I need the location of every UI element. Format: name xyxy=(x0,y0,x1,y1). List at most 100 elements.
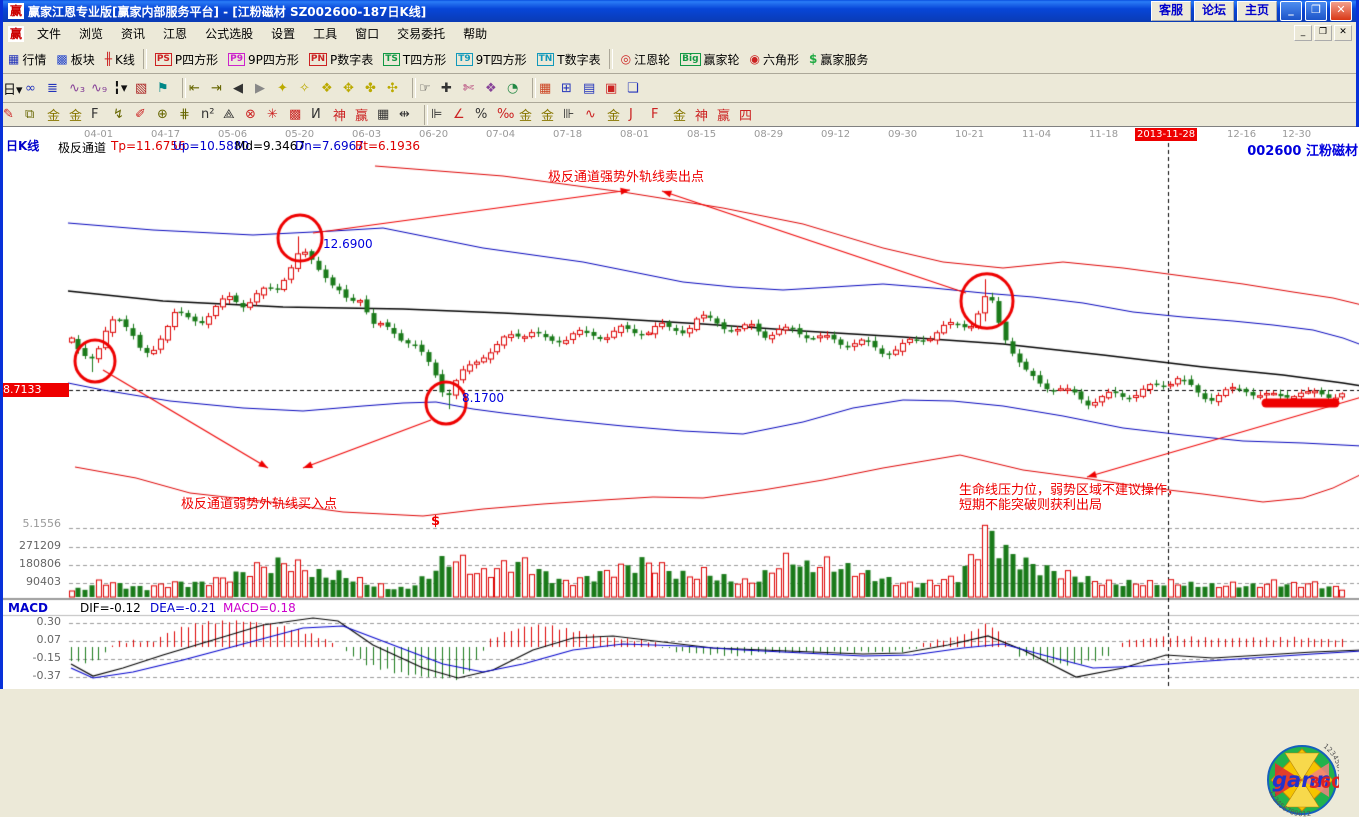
toolbar3-tool-28-icon[interactable]: 金 xyxy=(607,104,629,125)
toolbar3-tool-6-icon[interactable]: ✐ xyxy=(135,106,157,123)
toolbar1-行情[interactable]: ▦行情 xyxy=(4,50,50,69)
toolbar3-tool-0-icon[interactable]: ✎ xyxy=(3,106,25,123)
toolbar3-tool-10-icon[interactable]: ⟁ xyxy=(223,106,245,123)
toolbar3-tool-1-icon[interactable]: ⧉ xyxy=(25,106,47,123)
toolbar1-江恩轮[interactable]: ◎江恩轮 xyxy=(617,50,675,69)
toolbar3-tool-32-icon[interactable]: 神 xyxy=(695,104,717,125)
toolbar2-tool-27-icon[interactable]: ⊞ xyxy=(561,80,583,97)
toolbar3-tool-14-icon[interactable]: И xyxy=(311,106,333,123)
toolbar3-tool-30-icon[interactable]: F xyxy=(651,106,673,123)
toolbar2-tool-13-icon[interactable]: ✦ xyxy=(277,80,299,97)
menu-公式选股[interactable]: 公式选股 xyxy=(196,24,262,44)
T四方形-icon: TS xyxy=(383,53,400,66)
toolbar3-tool-12-icon[interactable]: ✳ xyxy=(267,106,289,123)
toolbar3-tool-9-icon[interactable]: n² xyxy=(201,106,223,123)
toolbar2-tool-21-icon[interactable]: ✚ xyxy=(441,80,463,97)
toolbar1-label: T数字表 xyxy=(557,51,600,68)
menu-资讯[interactable]: 资讯 xyxy=(112,24,154,44)
toolbar3-tool-2-icon[interactable]: 金 xyxy=(47,104,69,125)
toolbar2-tool-24-icon[interactable]: ◔ xyxy=(507,80,529,97)
menu-帮助[interactable]: 帮助 xyxy=(454,24,496,44)
toolbar2-tool-22-icon[interactable]: ✄ xyxy=(463,80,485,97)
child-close-button[interactable]: ✕ xyxy=(1334,25,1352,41)
toolbar3-tool-15-icon[interactable]: 神 xyxy=(333,104,355,125)
toolbar3-tool-4-icon[interactable]: F xyxy=(91,106,113,123)
toolbar3-tool-24-icon[interactable]: 金 xyxy=(519,104,541,125)
toolbar2-tool-7-icon[interactable]: ⚑ xyxy=(157,80,179,97)
toolbar2-tool-1-icon[interactable]: ∞ xyxy=(25,80,47,97)
customer-service-button[interactable]: 客服 xyxy=(1151,1,1191,21)
toolbar3-tool-20-icon[interactable]: ⊫ xyxy=(431,106,453,123)
toolbar2-tool-6-icon[interactable]: ▧ xyxy=(135,80,157,97)
menu-交易委托[interactable]: 交易委托 xyxy=(388,24,454,44)
toolbar3-tool-25-icon[interactable]: 金 xyxy=(541,104,563,125)
toolbar2-tool-4-icon[interactable]: ∿₉ xyxy=(91,80,113,97)
toolbar3-tool-3-icon[interactable]: 金 xyxy=(69,104,91,125)
toolbar3-tool-18-icon[interactable]: ⇹ xyxy=(399,106,421,123)
toolbar1-K线[interactable]: ╫K线 xyxy=(101,50,139,69)
menu-浏览[interactable]: 浏览 xyxy=(70,24,112,44)
toolbar3-tool-27-icon[interactable]: ∿ xyxy=(585,106,607,123)
toolbar3-tool-16-icon[interactable]: 赢 xyxy=(355,104,377,125)
toolbar2-tool-18-icon[interactable]: ✣ xyxy=(387,80,409,97)
toolbar3-tool-33-icon[interactable]: 赢 xyxy=(717,104,739,125)
toolbar3-tool-5-icon[interactable]: ↯ xyxy=(113,106,135,123)
toolbar2-tool-29-icon[interactable]: ▣ xyxy=(605,80,627,97)
toolbar3-tool-11-icon[interactable]: ⊗ xyxy=(245,106,267,123)
toolbar3-tool-21-icon[interactable]: ∠ xyxy=(453,106,475,123)
menu-文件[interactable]: 文件 xyxy=(28,24,70,44)
toolbar2-tool-5-icon[interactable]: ╏▾ xyxy=(113,80,135,97)
homepage-button[interactable]: 主页 xyxy=(1237,1,1277,21)
toolbar2-tool-2-icon[interactable]: ≣ xyxy=(47,80,69,97)
menu-江恩[interactable]: 江恩 xyxy=(154,24,196,44)
toolbar-separator xyxy=(143,49,147,69)
toolbar2-tool-20-icon[interactable]: ☞ xyxy=(419,80,441,97)
toolbar3-tool-17-icon[interactable]: ▦ xyxy=(377,106,399,123)
toolbar3-tool-31-icon[interactable]: 金 xyxy=(673,104,695,125)
toolbar3-tool-22-icon[interactable]: % xyxy=(475,106,497,123)
toolbar2-tool-3-icon[interactable]: ∿₃ xyxy=(69,80,91,97)
toolbar2-tool-23-icon[interactable]: ❖ xyxy=(485,80,507,97)
六角形-icon: ◉ xyxy=(750,52,760,66)
toolbar2-tool-16-icon[interactable]: ✥ xyxy=(343,80,365,97)
minimize-button[interactable]: _ xyxy=(1280,1,1302,21)
forum-button[interactable]: 论坛 xyxy=(1194,1,1234,21)
toolbar1-赢家服务[interactable]: $赢家服务 xyxy=(805,50,872,69)
toolbar3-tool-8-icon[interactable]: ⋕ xyxy=(179,106,201,123)
toolbar2-tool-0-icon[interactable]: 日▾ xyxy=(3,78,25,99)
toolbar2-tool-28-icon[interactable]: ▤ xyxy=(583,80,605,97)
volume-axis-label: 5.1556 xyxy=(3,517,61,530)
menu-窗口[interactable]: 窗口 xyxy=(346,24,388,44)
menu-设置[interactable]: 设置 xyxy=(262,24,304,44)
toolbar2-tool-14-icon[interactable]: ✧ xyxy=(299,80,321,97)
child-restore-button[interactable]: ❐ xyxy=(1314,25,1332,41)
toolbar2-tool-10-icon[interactable]: ⇥ xyxy=(211,80,233,97)
toolbar3-tool-29-icon[interactable]: J xyxy=(629,106,651,123)
toolbar2-tool-17-icon[interactable]: ✤ xyxy=(365,80,387,97)
toolbar1-六角形[interactable]: ◉六角形 xyxy=(746,50,804,69)
toolbar2-tool-9-icon[interactable]: ⇤ xyxy=(189,80,211,97)
toolbar3-tool-13-icon[interactable]: ▩ xyxy=(289,106,311,123)
restore-button[interactable]: ❐ xyxy=(1305,1,1327,21)
toolbar3-tool-7-icon[interactable]: ⊕ xyxy=(157,106,179,123)
toolbar3-tool-34-icon[interactable]: 四 xyxy=(739,104,761,125)
toolbar3-tool-26-icon[interactable]: ⊪ xyxy=(563,106,585,123)
toolbar3-tool-23-icon[interactable]: ‰ xyxy=(497,106,519,123)
menu-工具[interactable]: 工具 xyxy=(304,24,346,44)
toolbar2-tool-12-icon[interactable]: ▶ xyxy=(255,80,277,97)
child-minimize-button[interactable]: _ xyxy=(1294,25,1312,41)
toolbar1-板块[interactable]: ▩板块 xyxy=(52,50,98,69)
toolbar2-tool-11-icon[interactable]: ◀ xyxy=(233,80,255,97)
toolbar2-tool-26-icon[interactable]: ▦ xyxy=(539,80,561,97)
date-tick: 11-18 xyxy=(1089,129,1118,140)
toolbar2-tool-15-icon[interactable]: ❖ xyxy=(321,80,343,97)
close-button[interactable]: ✕ xyxy=(1330,1,1352,21)
toolbar2-tool-30-icon[interactable]: ❏ xyxy=(627,80,649,97)
